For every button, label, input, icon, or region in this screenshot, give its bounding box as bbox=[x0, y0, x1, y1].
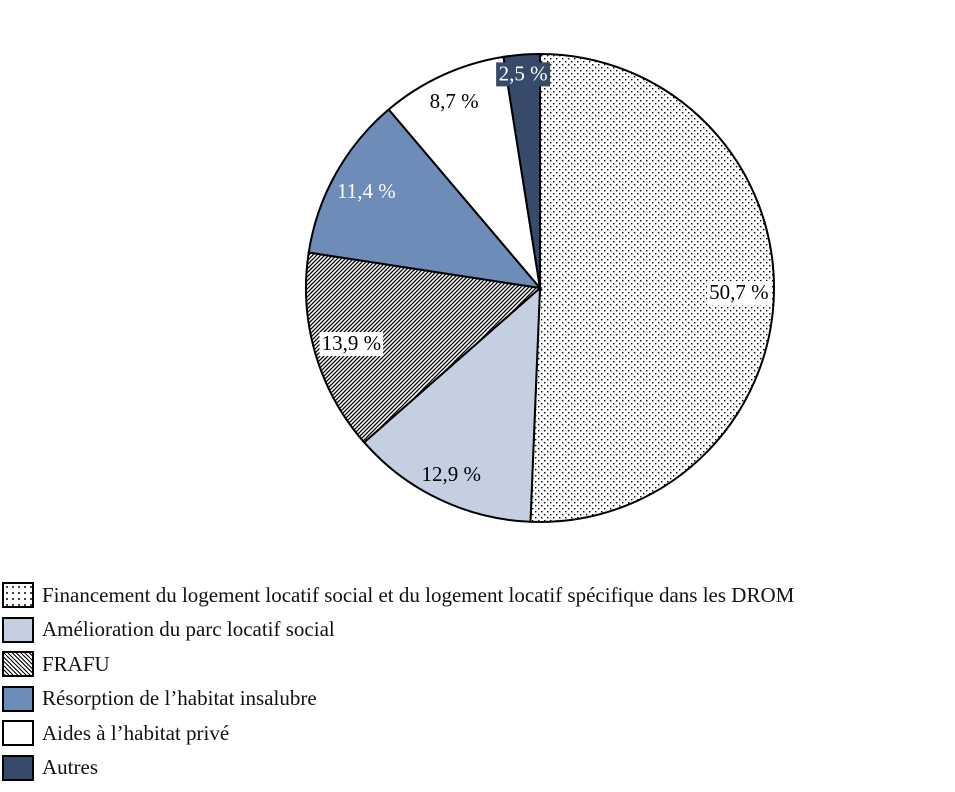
legend-label: Financement du logement locatif social e… bbox=[42, 582, 795, 607]
legend-swatch bbox=[2, 720, 34, 747]
pie-slice bbox=[305, 251, 543, 444]
legend-swatch bbox=[2, 651, 34, 678]
legend-item: Résorption de l’habitat insalubre bbox=[2, 682, 794, 717]
legend: Financement du logement locatif social e… bbox=[2, 578, 794, 785]
legend-swatch bbox=[2, 582, 34, 609]
data-label: 12,9 % bbox=[421, 462, 481, 486]
legend-swatch bbox=[2, 616, 34, 643]
data-label-background bbox=[707, 281, 771, 306]
legend-item: Financement du logement locatif social e… bbox=[2, 578, 794, 613]
legend-label: Amélioration du parc locatif social bbox=[42, 617, 335, 642]
legend-item: Autres bbox=[2, 751, 794, 786]
legend-swatch bbox=[2, 685, 34, 712]
legend-label: Aides à l’habitat privé bbox=[42, 720, 230, 745]
data-label: 8,7 % bbox=[430, 89, 479, 113]
legend-label: Autres bbox=[42, 755, 98, 780]
data-label: 50,7 % bbox=[709, 280, 769, 304]
legend-item: Amélioration du parc locatif social bbox=[2, 613, 794, 648]
pie-slice bbox=[387, 55, 542, 292]
data-label: 11,4 % bbox=[337, 179, 396, 203]
pie-slice bbox=[307, 108, 543, 290]
data-label-background bbox=[319, 332, 384, 357]
pie-slice bbox=[362, 285, 542, 523]
data-label: 13,9 % bbox=[322, 331, 382, 355]
legend-swatch bbox=[2, 754, 34, 781]
pie-slice bbox=[502, 52, 541, 289]
data-label: 2,5 % bbox=[499, 61, 548, 85]
data-label-background bbox=[496, 62, 551, 87]
pie-chart: 50,7 % 12,9 % 13,9 % 11,4 % 8,7 % 2,5 % bbox=[305, 52, 776, 523]
legend-label: FRAFU bbox=[42, 651, 110, 676]
legend-label: Résorption de l’habitat insalubre bbox=[42, 686, 317, 711]
legend-item: Aides à l’habitat privé bbox=[2, 716, 794, 751]
legend-item: FRAFU bbox=[2, 647, 794, 682]
pie-slice bbox=[529, 52, 776, 523]
